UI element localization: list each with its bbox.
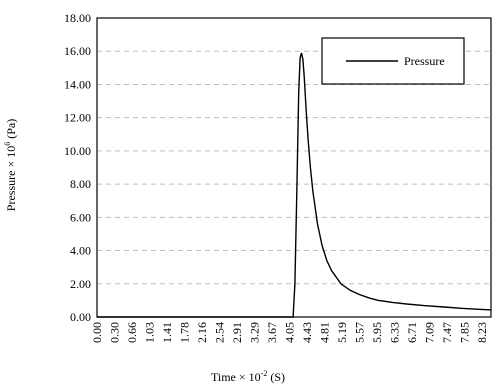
x-tick-label: 3.29 — [248, 322, 262, 343]
plot-area-frame — [96, 17, 492, 318]
x-tick-label: 5.95 — [370, 322, 384, 343]
x-tick-label: 4.43 — [300, 322, 314, 343]
y-tick-label: 4.00 — [70, 244, 91, 258]
y-tick-label: 14.00 — [64, 77, 91, 91]
x-tick-label: 0.66 — [125, 322, 139, 343]
x-axis-title: Time × 10-2 (S) — [211, 369, 285, 384]
x-tick-label: 2.54 — [213, 322, 227, 343]
legend-label-pressure: Pressure — [404, 54, 445, 68]
x-tick-label: 2.91 — [230, 322, 244, 343]
x-tick-label: 7.85 — [458, 322, 472, 343]
y-tick-label: 0.00 — [70, 310, 91, 324]
y-tick-labels: 0.00 2.00 4.00 6.00 8.00 10.00 12.00 14.00 16.00… — [64, 11, 91, 324]
y-tick-label: 18.00 — [64, 11, 91, 25]
x-tick-label: 1.03 — [143, 322, 157, 343]
pressure-series-line — [97, 52, 492, 318]
x-tick-label: 5.57 — [353, 322, 367, 343]
x-tick-label: 6.33 — [388, 322, 402, 343]
x-tick-label: 4.05 — [283, 322, 297, 343]
x-tick-label: 3.67 — [265, 322, 279, 343]
x-tick-label: 1.41 — [160, 322, 174, 343]
x-tick-label: 0.30 — [108, 322, 122, 343]
y-tick-label: 10.00 — [64, 144, 91, 158]
legend: Pressure — [321, 37, 465, 85]
x-tick-label: 7.47 — [440, 322, 454, 343]
grid-lines — [97, 50, 491, 285]
x-tick-label: 7.09 — [423, 322, 437, 343]
y-axis-title: Pressure × 106 (Pa) — [3, 119, 18, 211]
x-tick-label: 8.23 — [475, 322, 489, 343]
y-tick-label: 2.00 — [70, 277, 91, 291]
x-tick-label: 1.78 — [178, 322, 192, 343]
x-tick-label: 5.19 — [335, 322, 349, 343]
x-tick-label: 4.81 — [318, 322, 332, 343]
y-tick-label: 8.00 — [70, 177, 91, 191]
y-tick-label: 12.00 — [64, 111, 91, 125]
y-tick-label: 6.00 — [70, 210, 91, 224]
x-tick-label: 2.16 — [195, 322, 209, 343]
x-tick-label: 0.00 — [90, 322, 104, 343]
x-tick-label: 6.71 — [405, 322, 419, 343]
x-tick-labels: 0.00 0.30 0.66 1.03 1.41 1.78 2.16 2.54 2.91 3.29… — [90, 322, 489, 343]
y-tick-label: 16.00 — [64, 44, 91, 58]
